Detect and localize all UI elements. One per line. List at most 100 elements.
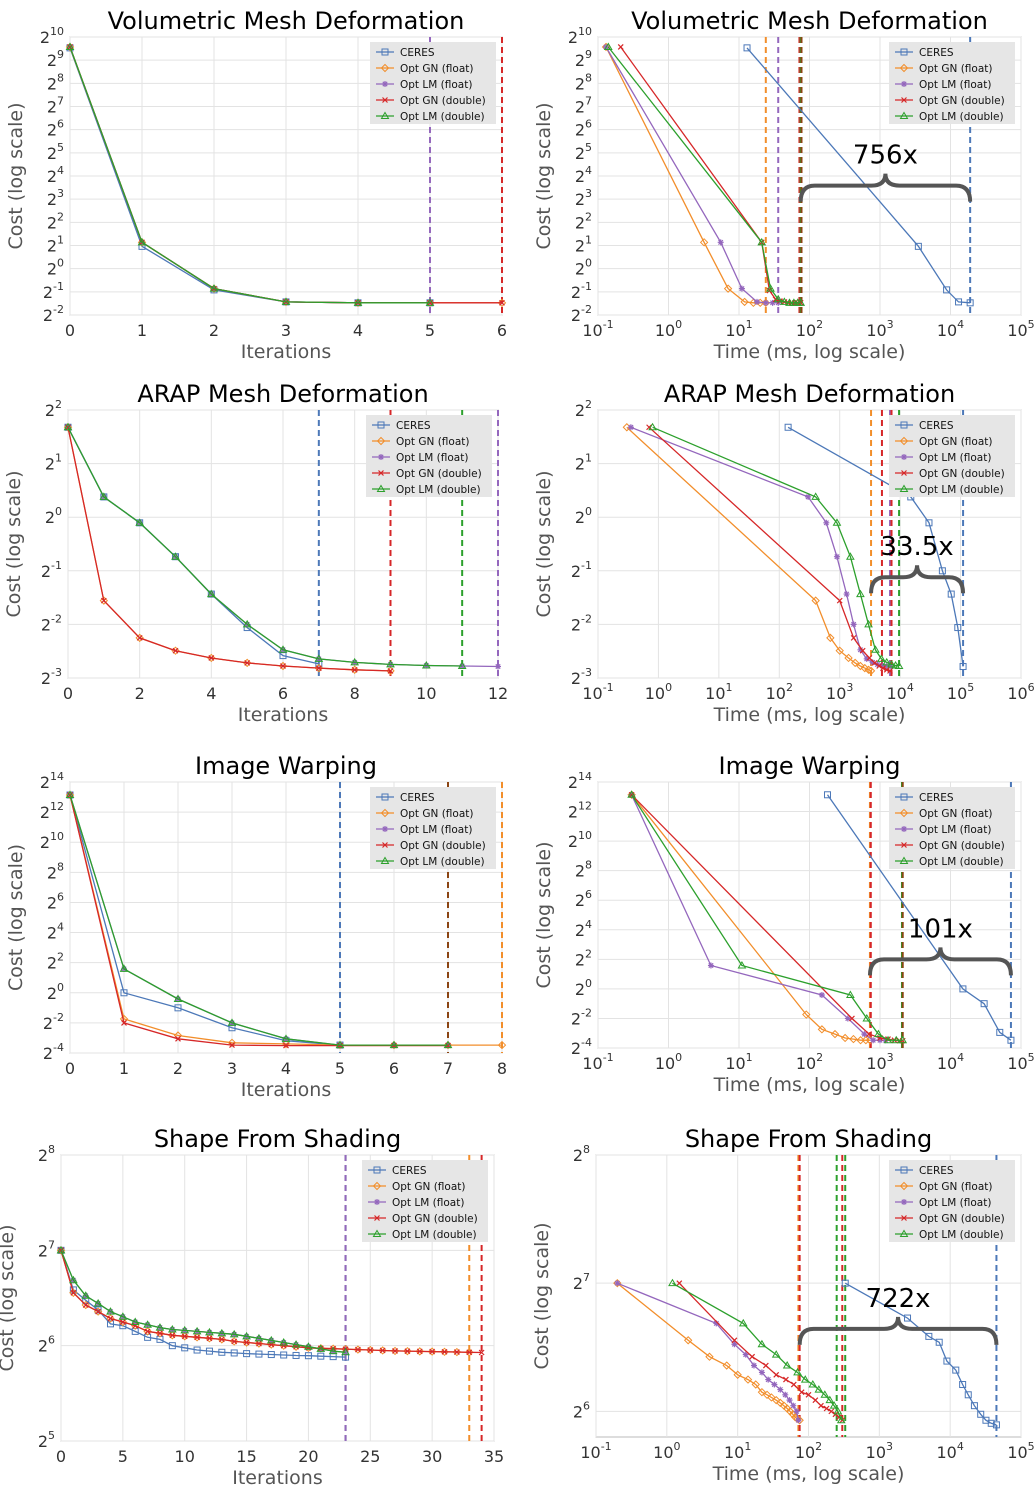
y-tick-label: 27: [575, 95, 592, 117]
legend-marker: [900, 1166, 908, 1174]
data-point: [278, 645, 288, 653]
data-point: [205, 1327, 214, 1336]
data-point: [830, 1029, 840, 1039]
data-point: [205, 1347, 213, 1355]
legend-box: [889, 1160, 1015, 1242]
data-point: [894, 661, 904, 669]
data-point: [723, 284, 733, 293]
data-point: [627, 424, 634, 431]
chart-panel: 10-1 100 101 102 103 104 105 2-22-1202122232425…: [533, 7, 1034, 363]
data-point: [844, 1015, 851, 1022]
y-tick-label: 2-2: [41, 612, 62, 634]
legend-box: [889, 42, 1015, 124]
series-line: [616, 1282, 801, 1421]
data-point: [877, 1037, 883, 1044]
y-tick-label: 2-3: [41, 666, 62, 688]
legend-marker: [900, 421, 908, 429]
legend-marker: [901, 470, 907, 476]
y-tick-label: 28: [47, 71, 64, 93]
legend-box: [370, 42, 496, 124]
legend-marker: [899, 63, 909, 73]
data-point: [800, 1375, 810, 1383]
data-point: [227, 1018, 237, 1026]
legend: CERES Opt GN (float) Opt LM (float) Opt GN …: [889, 415, 1015, 497]
data-point: [243, 1339, 250, 1346]
data-point: [350, 665, 359, 674]
legend-marker: [382, 842, 388, 848]
x-tick-label: 102: [796, 1051, 823, 1073]
data-point: [207, 653, 216, 663]
data-point: [818, 992, 825, 999]
x-tick-label: 101: [725, 318, 752, 340]
data-point: [808, 1380, 818, 1388]
x-axis-label: Time (ms, log scale): [713, 1074, 906, 1096]
legend-label: Opt GN (double): [919, 1213, 1005, 1225]
data-point: [883, 1035, 893, 1044]
data-point: [861, 1031, 868, 1038]
data-point: [877, 654, 886, 662]
y-tick-label: 28: [575, 859, 592, 881]
chart-title: Image Warping: [195, 752, 377, 780]
data-point: [996, 1028, 1004, 1036]
y-tick-label: 23: [575, 187, 592, 209]
data-point: [229, 1329, 239, 1338]
data-point: [315, 665, 322, 672]
legend-label: CERES: [919, 420, 954, 432]
data-point: [856, 661, 865, 671]
y-tick-label: 2-3: [571, 666, 592, 688]
data-point: [750, 1362, 757, 1369]
data-point: [796, 298, 806, 306]
data-point: [761, 298, 771, 308]
legend-label: Opt LM (float): [919, 1197, 991, 1209]
data-point: [181, 1344, 189, 1352]
data-point: [773, 294, 783, 303]
data-point: [155, 1323, 165, 1331]
y-tick-label: 2-1: [43, 280, 64, 302]
legend-label: Opt LM (float): [392, 1197, 464, 1209]
legend-marker: [373, 1166, 381, 1174]
x-tick-label: 10-1: [582, 1051, 613, 1073]
data-point: [218, 1336, 225, 1343]
x-tick-label: 10-1: [580, 1440, 611, 1462]
x-axis-label: Time (ms, log scale): [713, 341, 906, 363]
data-point: [99, 492, 109, 500]
y-tick-label: 214: [568, 770, 592, 792]
data-point: [143, 1320, 152, 1328]
legend-marker: [377, 421, 385, 429]
y-tick-label: 22: [575, 210, 592, 232]
data-point: [404, 1348, 411, 1355]
data-point: [627, 790, 636, 799]
legend-marker: [374, 1215, 380, 1221]
data-point: [823, 1405, 830, 1412]
data-point: [733, 1370, 742, 1379]
y-tick-label: 2-2: [43, 303, 64, 325]
data-point: [737, 960, 747, 969]
data-point: [793, 1367, 802, 1376]
y-tick-label: 28: [573, 1143, 590, 1165]
data-point: [743, 44, 751, 52]
legend-marker: [381, 793, 389, 801]
data-point: [627, 790, 637, 798]
legend-label: Opt GN (float): [396, 436, 470, 448]
legend-marker: [901, 826, 907, 832]
data-point: [777, 1386, 784, 1393]
data-point: [828, 1408, 835, 1415]
data-point: [217, 1335, 227, 1344]
y-tick-label: 25: [38, 1429, 55, 1451]
data-point: [805, 493, 812, 500]
data-point: [959, 985, 967, 993]
data-point: [836, 1415, 846, 1424]
x-tick-label: 5: [335, 1059, 345, 1078]
y-tick-label: 20: [575, 977, 592, 999]
data-point: [843, 591, 850, 598]
y-tick-label: 22: [47, 210, 64, 232]
data-point: [390, 1346, 400, 1356]
data-point: [281, 297, 291, 305]
series-line: [631, 794, 903, 1041]
data-point: [353, 1345, 363, 1354]
data-point: [328, 1346, 338, 1355]
data-point: [959, 663, 967, 671]
data-point: [987, 1419, 995, 1427]
y-tick-label: 24: [47, 164, 64, 186]
data-point: [497, 298, 507, 308]
